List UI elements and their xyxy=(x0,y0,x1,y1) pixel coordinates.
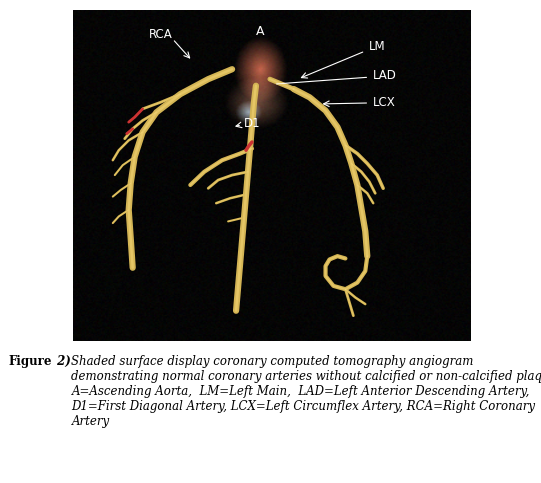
Text: LAD: LAD xyxy=(373,70,397,82)
Text: A: A xyxy=(256,25,264,38)
Text: Shaded surface display coronary computed tomography angiogram
demonstrating norm: Shaded surface display coronary computed… xyxy=(71,355,541,428)
Text: RCA: RCA xyxy=(149,28,173,41)
Text: 2): 2) xyxy=(53,355,71,368)
Text: Figure: Figure xyxy=(8,355,51,368)
Text: LM: LM xyxy=(370,40,386,53)
Text: D1: D1 xyxy=(244,117,261,130)
Text: LCX: LCX xyxy=(373,96,396,109)
